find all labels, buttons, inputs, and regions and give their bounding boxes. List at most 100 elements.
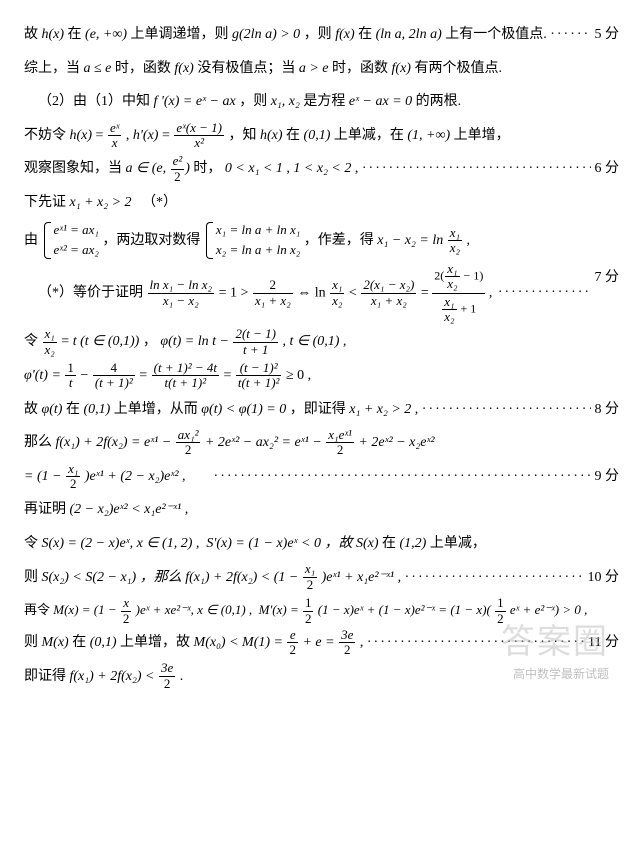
t: 故 <box>24 27 38 42</box>
den: x <box>108 136 121 150</box>
t: 时，函数 <box>115 61 171 76</box>
cond-a-gt-e: a > e <box>299 61 329 76</box>
t: 在 <box>382 536 396 551</box>
score-8: 8 分 <box>591 393 620 427</box>
interval-e-inf: (e, +∞) <box>85 27 127 42</box>
expr: S(x) = (2 − x)eˣ, x ∈ (1, 2) , <box>42 536 200 551</box>
den: 2 <box>66 477 80 491</box>
frac: x₁2 <box>66 462 80 492</box>
expr-hx: h(x) <box>42 27 65 42</box>
frac-phi: 2(t − 1)t + 1 <box>233 327 278 357</box>
text-line: 不妨令 h(x) = eˣx , h'(x) = eˣ(x − 1)x² ，知 … <box>24 119 619 153</box>
t: ，即证得 <box>290 402 346 417</box>
n: x₁ <box>442 295 456 310</box>
t: ，作差，得 <box>304 233 374 248</box>
den: 2 <box>287 643 298 657</box>
tnum: 2(x₁x₂ − 1) <box>432 261 485 294</box>
text-line: （2）由（1）中知 f '(x) = eˣ − ax ，则 x₁, x₂ 是方程… <box>24 85 619 119</box>
expr: )eˣ + xe²⁻ˣ, x ∈ (0,1) , <box>136 602 253 617</box>
text-line: 再令 M(x) = (1 − x 2 )eˣ + xe²⁻ˣ, x ∈ (0,1)… <box>24 594 619 626</box>
den: 2 <box>495 612 506 626</box>
num: x₁eˣ¹ <box>326 428 354 443</box>
int01c: (0,1) <box>90 635 117 650</box>
t: 令 <box>24 334 38 349</box>
score-9: 9 分 <box>591 460 620 494</box>
expr: M(x) = (1 − <box>53 602 116 617</box>
frac: x₁eˣ¹2 <box>326 428 354 458</box>
roots-x1x2: x₁, x₂ <box>271 94 300 109</box>
text-line: 令 x₁x₂ = t (t ∈ (0,1)) ， φ(t) = ln t − 2… <box>24 325 619 359</box>
text-line: （*）等价于证明 ln x₁ − ln x₂x₁ − x₂ = 1 > 2x₁ … <box>24 261 619 325</box>
den: 2 <box>159 677 175 691</box>
frac-B: 2x₁ + x₂ <box>253 278 293 308</box>
text-line: 则 M(x) 在 (0,1) 上单增，故 M(x₀) < M(1) = e2 +… <box>24 626 619 660</box>
text-line: = (1 − x₁2 )eˣ¹ + (2 − x₂)eˣ² , 9 分 <box>24 460 619 494</box>
t: ，则 <box>304 27 332 42</box>
frac-d3: (t + 1)² − 4tt(t + 1)² <box>152 361 219 391</box>
comma: , <box>360 635 364 650</box>
score-6: 6 分 <box>591 152 620 186</box>
t: 时，函数 <box>332 61 388 76</box>
den: (t + 1)² <box>93 376 135 390</box>
num: eˣ <box>108 121 121 136</box>
expr-fx: f(x) <box>174 61 193 76</box>
int01: (0,1) <box>304 128 331 143</box>
ge0: ≥ 0 , <box>286 368 311 383</box>
num: x <box>121 596 132 611</box>
eq: eˣ² = ax₂ <box>54 240 99 261</box>
den: t <box>65 376 76 390</box>
frac-d2: 4(t + 1)² <box>93 361 135 391</box>
cond-a-le-e: a ≤ e <box>84 61 112 76</box>
t: 上单减，在 <box>334 128 404 143</box>
t: 上有一个极值点. <box>445 27 547 42</box>
num: x₁ <box>303 562 317 577</box>
tden: x₁x₂ + 1 <box>432 294 485 326</box>
num: 2(t − 1) <box>233 327 278 342</box>
t: ，知 <box>229 128 257 143</box>
text-line: 观察图象知，当 a ∈ (e, e²2) 时， 0 < x₁ < 1 , 1 <… <box>24 152 619 186</box>
expr-fx: f(x) <box>335 27 354 42</box>
phitlt: φ(t) < φ(1) = 0 <box>201 402 286 417</box>
t: 的两根. <box>416 94 462 109</box>
t: 在 <box>286 128 300 143</box>
brace-system-2: x₁ = ln a + ln x₁ x₂ = ln a + ln x₂ <box>204 220 300 262</box>
d: x₂ <box>442 310 456 324</box>
t: 再令 <box>24 602 50 617</box>
expr-fx: f(x) <box>392 61 411 76</box>
eq: x₁ = ln a + ln x₁ <box>216 220 300 241</box>
text-line: φ'(t) = 1t − 4(t + 1)² = (t + 1)² − 4tt(… <box>24 359 619 393</box>
hx: h(x) <box>70 128 93 143</box>
t: = 1 > <box>219 285 249 300</box>
den: 2 <box>176 443 201 457</box>
frac: 3e2 <box>339 628 355 658</box>
frac: e2 <box>287 628 298 658</box>
math-solution-page: { "lines": { "l1a": "故", "l1b": "在", "l1… <box>24 18 619 693</box>
expr: f(x₁) + 2f(x₂) < <box>70 669 155 684</box>
int1inf: (1, +∞) <box>407 128 450 143</box>
text-line: 即证得 f(x₁) + 2f(x₂) < 3e2 . <box>24 660 619 694</box>
int12: (1,2) <box>400 536 427 551</box>
num: 1 <box>495 596 506 611</box>
t: 在 <box>72 635 86 650</box>
equation: eˣ − ax = 0 <box>349 94 412 109</box>
x2range: 1 < x₂ < 2 <box>293 161 351 176</box>
num: e² <box>171 154 185 169</box>
den: x₂ <box>330 294 344 308</box>
expr: + 2eˣ² − x₂eˣ² <box>358 435 434 450</box>
expr-fprime: f '(x) = eˣ − ax <box>154 94 236 109</box>
post: − 1) <box>461 269 484 283</box>
num: 2(x₁ − x₂) <box>361 278 416 293</box>
score-5: 5 分 <box>591 18 620 52</box>
text-line: 故 φ(t) 在 (0,1) 上单增，从而 φ(t) < φ(1) = 0 ，即… <box>24 393 619 427</box>
num: (t + 1)² − 4t <box>152 361 219 376</box>
t: ，两边取对数得 <box>102 233 200 248</box>
den: x₁ + x₂ <box>253 294 293 308</box>
phiprime: φ'(t) = <box>24 368 61 383</box>
frac-e2-2: e²2 <box>171 154 185 184</box>
expr: + 2eˣ² − ax₂² = eˣ¹ − <box>205 435 322 450</box>
expr: S(x₂) < S(2 − x₁) ，那么 <box>42 570 182 585</box>
tall-frac: 2(x₁x₂ − 1) x₁x₂ + 1 <box>432 261 485 325</box>
t: 上单增， <box>454 128 510 143</box>
t: 在 <box>358 27 372 42</box>
t-def: t (t ∈ (0,1)) <box>73 334 140 349</box>
